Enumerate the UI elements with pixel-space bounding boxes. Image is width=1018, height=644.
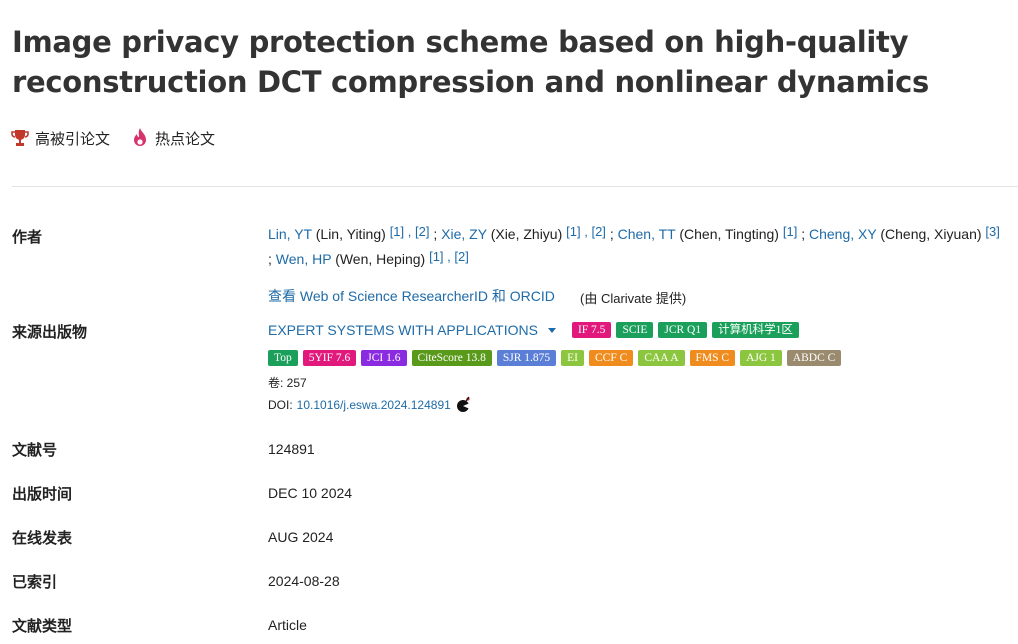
doc-type-label: 文献类型 bbox=[12, 618, 73, 635]
journal-badges-row1: IF 7.5 SCIE JCR Q1 计算机科学1区 bbox=[571, 322, 804, 338]
page-title: Image privacy protection scheme based on… bbox=[12, 25, 929, 99]
affiliation-ref[interactable]: [1] bbox=[566, 224, 581, 239]
doi-row: DOI: 10.1016/j.eswa.2024.124891 bbox=[268, 396, 474, 414]
author-link[interactable]: Wen, HP bbox=[275, 251, 332, 267]
author-separator: ; bbox=[605, 226, 618, 242]
badge-fms: FMS C bbox=[689, 350, 736, 366]
flame-icon bbox=[134, 128, 147, 146]
author-item: Chen, TT (Chen, Tingting) [1] bbox=[617, 224, 798, 242]
affiliation-ref[interactable]: [1] bbox=[389, 224, 405, 239]
journal-name-link[interactable]: EXPERT SYSTEMS WITH APPLICATIONS bbox=[268, 322, 538, 338]
badge-5yif: 5YIF 7.6 bbox=[302, 350, 357, 366]
affiliation-ref[interactable]: [3] bbox=[985, 224, 1000, 239]
early-access-value: AUG 2024 bbox=[268, 529, 334, 545]
author-full-name: (Wen, Heping) bbox=[335, 251, 426, 267]
author-separator: ; bbox=[797, 226, 809, 242]
author-full-name: (Chen, Tingting) bbox=[679, 226, 779, 242]
author-item: Xie, ZY (Xie, Zhiyu) [1] , [2] bbox=[441, 224, 606, 242]
author-link[interactable]: Chen, TT bbox=[617, 226, 676, 242]
ref-separator: , bbox=[580, 224, 592, 239]
ref-separator: , bbox=[404, 224, 415, 239]
affiliation-ref[interactable]: [1] bbox=[429, 249, 444, 264]
author-separator: ; bbox=[429, 226, 442, 242]
affiliation-ref[interactable]: [1] bbox=[782, 224, 798, 239]
volume-text: 卷: 257 bbox=[268, 376, 307, 390]
affiliation-ref[interactable]: [2] bbox=[454, 249, 469, 264]
badge-jci: JCI 1.6 bbox=[361, 350, 407, 366]
badge-ccf: CCF C bbox=[589, 350, 634, 366]
highly-cited-label: 高被引论文 bbox=[35, 130, 111, 148]
chevron-down-icon[interactable] bbox=[547, 327, 556, 333]
badge-scie: SCIE bbox=[616, 322, 654, 338]
author-item: Lin, YT (Lin, Yiting) [1] , [2] bbox=[268, 224, 430, 242]
author-link[interactable]: Cheng, XY bbox=[809, 226, 877, 242]
badge-citescore: CiteScore 13.8 bbox=[411, 350, 492, 366]
journal-row: EXPERT SYSTEMS WITH APPLICATIONS IF 7.5 … bbox=[268, 322, 804, 338]
author-item: Cheng, XY (Cheng, Xiyuan) [3] bbox=[809, 224, 1000, 242]
journal-badges-row2: Top 5YIF 7.6 JCI 1.6 CiteScore 13.8 SJR … bbox=[268, 350, 846, 366]
affiliation-ref[interactable]: [2] bbox=[591, 224, 606, 239]
researcher-id-link[interactable]: 查看 Web of Science ResearcherID 和 ORCID bbox=[268, 288, 555, 304]
trophy-icon bbox=[11, 130, 29, 146]
affiliation-ref[interactable]: [2] bbox=[415, 224, 430, 239]
badge-caa: CAA A bbox=[638, 350, 685, 366]
ref-separator: , bbox=[443, 249, 455, 264]
badge-abdc: ABDC C bbox=[786, 350, 842, 366]
early-access-label: 在线发表 bbox=[12, 530, 73, 547]
badge-top: Top bbox=[268, 350, 298, 366]
clarivate-note: (由 Clarivate 提供) bbox=[580, 291, 687, 306]
badge-cas-zone: 计算机科学1区 bbox=[712, 322, 799, 338]
badge-if: IF 7.5 bbox=[571, 322, 612, 338]
published-label: 出版时间 bbox=[12, 486, 73, 503]
published-value: DEC 10 2024 bbox=[268, 485, 353, 501]
author-separator: ; bbox=[268, 251, 276, 267]
paper-flags: 高被引论文 热点论文 bbox=[10, 127, 235, 149]
doi-label: DOI: bbox=[268, 398, 293, 412]
author-link[interactable]: Lin, YT bbox=[268, 226, 312, 242]
section-divider bbox=[12, 186, 1018, 187]
doi-link[interactable]: 10.1016/j.eswa.2024.124891 bbox=[296, 398, 451, 412]
indexed-label: 已索引 bbox=[12, 574, 58, 591]
authors-label: 作者 bbox=[12, 229, 43, 246]
badge-ajg: AJG 1 bbox=[740, 350, 782, 366]
badge-sjr: SJR 1.875 bbox=[496, 350, 557, 366]
author-full-name: (Xie, Zhiyu) bbox=[490, 226, 563, 242]
article-number-label: 文献号 bbox=[12, 442, 58, 459]
highly-cited-flag: 高被引论文 bbox=[10, 128, 110, 149]
badge-ei: EI bbox=[561, 350, 585, 366]
author-item: Wen, HP (Wen, Heping) [1] , [2] bbox=[275, 249, 469, 267]
author-full-name: (Cheng, Xiyuan) bbox=[880, 226, 982, 242]
doc-type-value: Article bbox=[268, 617, 307, 633]
author-full-name: (Lin, Yiting) bbox=[315, 226, 386, 242]
source-label: 来源出版物 bbox=[12, 324, 88, 341]
badge-jcr: JCR Q1 bbox=[658, 322, 708, 338]
author-link[interactable]: Xie, ZY bbox=[441, 226, 487, 242]
sci-hub-icon[interactable] bbox=[454, 396, 474, 414]
author-list: Lin, YT (Lin, Yiting) [1] , [2] ; Xie, Z… bbox=[268, 222, 1013, 272]
hot-paper-flag: 热点论文 bbox=[130, 127, 215, 149]
article-number-value: 124891 bbox=[268, 441, 315, 457]
indexed-value: 2024-08-28 bbox=[268, 573, 340, 589]
hot-paper-label: 热点论文 bbox=[155, 130, 216, 148]
